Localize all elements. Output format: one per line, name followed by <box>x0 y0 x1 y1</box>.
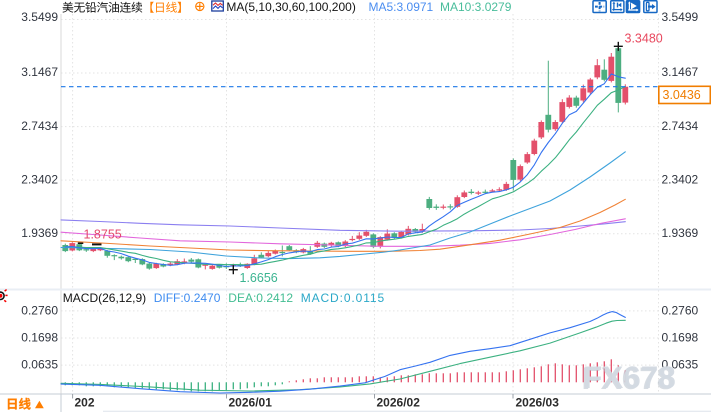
svg-text:1.6656: 1.6656 <box>240 271 278 285</box>
svg-text:3.1467: 3.1467 <box>21 65 58 79</box>
svg-text:2026/01: 2026/01 <box>229 396 273 410</box>
svg-text:DEA:0.2412: DEA:0.2412 <box>228 291 293 305</box>
svg-text:2026/02: 2026/02 <box>377 396 421 410</box>
svg-text:2.3402: 2.3402 <box>21 172 58 186</box>
svg-text:0.1698: 0.1698 <box>21 331 58 345</box>
svg-text:MACD:0.0115: MACD:0.0115 <box>301 291 385 305</box>
svg-text:1.9369: 1.9369 <box>21 226 58 240</box>
svg-text:MA(5,10,30,60,100,200): MA(5,10,30,60,100,200) <box>226 0 355 14</box>
svg-text:MA10:3.0279: MA10:3.0279 <box>440 0 512 14</box>
svg-text:FX678: FX678 <box>582 360 675 396</box>
svg-text:202: 202 <box>75 396 95 410</box>
svg-text:MACD(26,12,9): MACD(26,12,9) <box>63 291 146 305</box>
svg-text:3.3480: 3.3480 <box>625 31 663 45</box>
svg-text:0.2760: 0.2760 <box>662 304 699 318</box>
svg-text:0.0635: 0.0635 <box>21 358 58 372</box>
svg-text:3.5499: 3.5499 <box>662 10 699 24</box>
svg-text:2.7434: 2.7434 <box>662 119 699 133</box>
svg-text:DIFF:0.2470: DIFF:0.2470 <box>154 291 221 305</box>
svg-text:2.7434: 2.7434 <box>21 119 58 133</box>
svg-text:FX678: FX678 <box>583 359 676 395</box>
svg-text:1.9369: 1.9369 <box>662 226 699 240</box>
svg-text:0.2760: 0.2760 <box>21 304 58 318</box>
svg-text:0.0635: 0.0635 <box>662 358 699 372</box>
svg-text:MA5:3.0971: MA5:3.0971 <box>369 0 434 14</box>
svg-text:3.1467: 3.1467 <box>662 65 699 79</box>
svg-text:2026/03: 2026/03 <box>516 396 560 410</box>
svg-text:3.0436: 3.0436 <box>663 88 701 102</box>
svg-text:0.1698: 0.1698 <box>662 331 699 345</box>
svg-text:2.3402: 2.3402 <box>662 172 699 186</box>
svg-text:3.5499: 3.5499 <box>21 10 58 24</box>
svg-text:1.8755: 1.8755 <box>84 228 122 242</box>
